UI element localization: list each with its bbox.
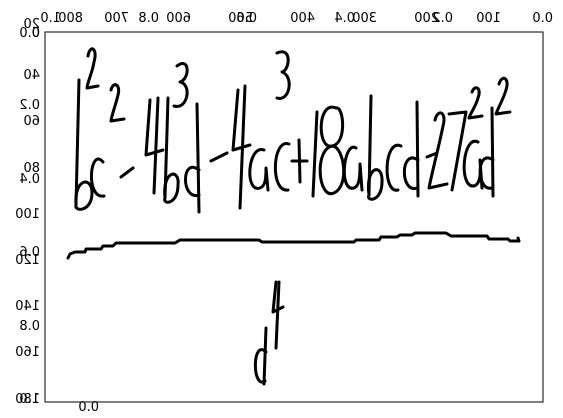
top-upper-tick: 0.4	[334, 11, 355, 26]
left-axis-lower-ticks: 0 20 40 60 80 100 120 140 160 180	[15, 17, 40, 407]
left-upper-tick: 0.4	[19, 172, 40, 187]
top-lower-tick: 200	[414, 11, 439, 26]
left-upper-tick: 0.8	[19, 319, 40, 334]
left-lower-tick: 40	[23, 68, 40, 83]
left-lower-tick: 0	[32, 26, 40, 41]
top-lower-tick: 300	[352, 11, 377, 26]
left-lower-tick: 180	[15, 392, 40, 407]
left-upper-tick: 0.2	[19, 98, 40, 113]
top-lower-tick: 700	[104, 11, 129, 26]
top-upper-tick: 0.6	[236, 11, 257, 26]
top-lower-tick: 600	[166, 11, 191, 26]
top-upper-tick: 0.0	[532, 11, 553, 26]
left-upper-tick: 1.0	[19, 392, 40, 407]
plot-frame	[44, 31, 544, 403]
left-lower-tick: 20	[23, 17, 40, 32]
top-lower-tick: 100	[476, 11, 501, 26]
top-lower-tick: 500	[228, 11, 253, 26]
top-axis-upper-ticks: 0.0 0.2 0.4 0.6 0.8 1.0	[40, 11, 553, 26]
left-lower-tick: 120	[15, 253, 40, 268]
left-axis-upper-ticks: 0.0 0.2 0.4 0.6 0.8 1.0	[19, 26, 40, 407]
left-lower-tick: 160	[15, 345, 40, 360]
bottom-axis-ticks: 0.0	[78, 400, 99, 415]
flipped-axes-layer: 0.0 0.2 0.4 0.6 0.8 1.0 100 200 300 400 …	[15, 11, 553, 415]
left-lower-tick: 100	[15, 207, 40, 222]
left-lower-tick: 60	[23, 114, 40, 129]
top-lower-tick: 800	[58, 11, 83, 26]
top-upper-tick: 0.8	[138, 11, 159, 26]
top-upper-tick: 0.2	[432, 11, 453, 26]
left-lower-tick: 80	[23, 161, 40, 176]
top-upper-tick: 1.0	[40, 11, 61, 26]
top-axis-lower-ticks: 100 200 300 400 500 600 700 800	[58, 11, 501, 26]
fraction-bar	[66, 231, 521, 260]
handwritten-equation	[66, 47, 521, 386]
denominator-strokes	[253, 280, 285, 386]
left-upper-tick: 0.0	[19, 26, 40, 41]
numerator-strokes	[74, 47, 512, 214]
top-lower-tick: 400	[290, 11, 315, 26]
bottom-tick: 0.0	[78, 400, 99, 415]
left-upper-tick: 0.6	[19, 245, 40, 260]
left-lower-tick: 140	[15, 299, 40, 314]
